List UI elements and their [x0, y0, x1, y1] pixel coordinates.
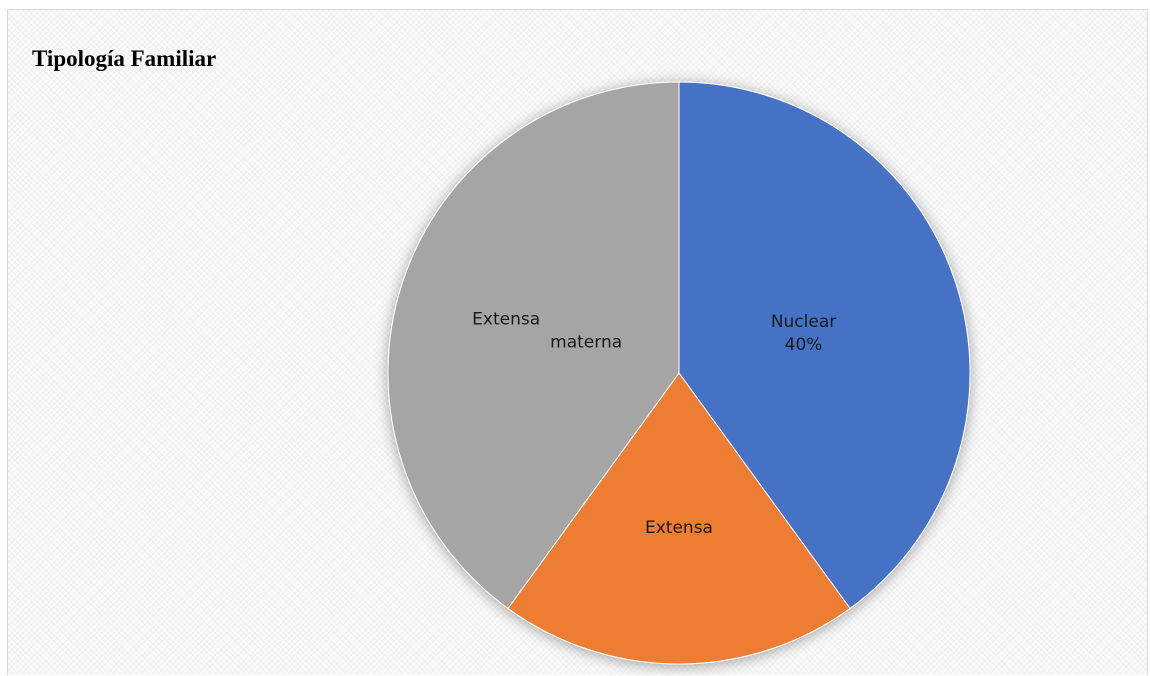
chart-title: Tipología Familiar [32, 46, 217, 71]
data-label-line: 40% [785, 335, 823, 355]
pie-chart: Nuclear 40% Extensa Extensa materna [387, 81, 971, 665]
chart-area: Tipología Familiar Nuclear 40% Extensa Exte… [7, 9, 1148, 675]
pie-slice-extensa-materna [387, 81, 680, 610]
pie-data-labels: Nuclear 40% Extensa Extensa materna [472, 309, 836, 538]
data-label-line: Extensa [472, 309, 540, 329]
pie-slice-extensa [507, 372, 851, 665]
data-label-extensa: Extensa [645, 518, 713, 538]
pie-slices [387, 81, 971, 665]
data-label-line: materna [550, 332, 622, 352]
data-label-nuclear: Nuclear 40% [771, 312, 836, 355]
data-label-line: Nuclear [771, 312, 836, 332]
pie-slice-nuclear [678, 81, 971, 610]
data-label-line: Extensa [645, 518, 713, 538]
data-label-extensa-materna: Extensa materna [472, 309, 622, 352]
